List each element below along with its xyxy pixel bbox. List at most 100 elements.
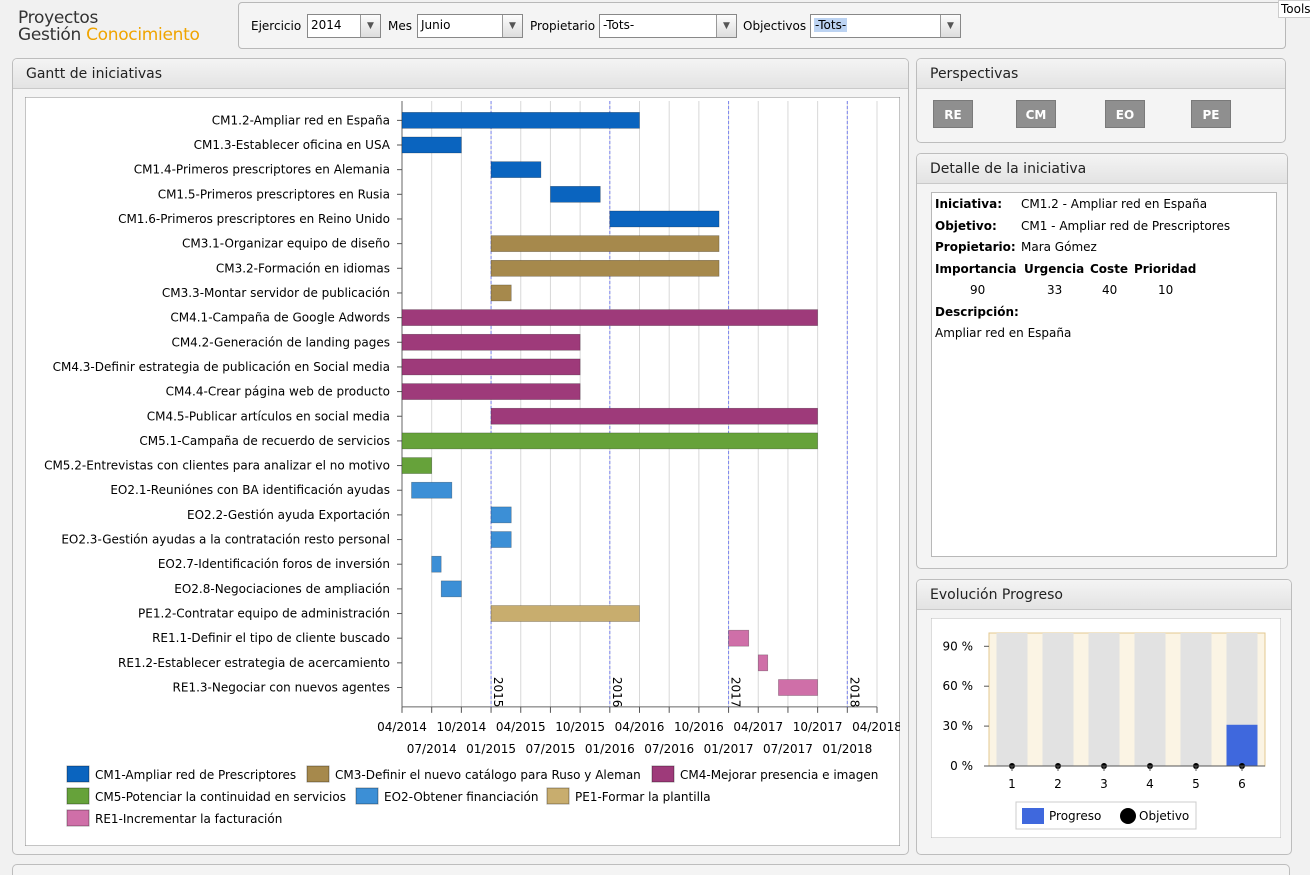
propietario-select[interactable]: -Tots- ▼ — [599, 14, 737, 38]
x-tick-label: 01/2017 — [704, 742, 754, 756]
legend-label: CM1-Ampliar red de Prescriptores — [95, 768, 296, 782]
legend-label: RE1-Incrementar la facturación — [95, 812, 282, 826]
task-label: CM5.1-Campaña de recuerdo de servicios — [139, 434, 390, 448]
perspective-button-re[interactable]: RE — [933, 100, 973, 128]
chevron-down-icon[interactable]: ▼ — [360, 15, 380, 37]
detalle-panel: Detalle de la iniciativa Iniciativa: CM1… — [916, 153, 1288, 569]
gantt-bar — [490, 605, 640, 622]
gantt-legend: CM1-Ampliar red de Prescriptores CM3-Defi… — [66, 765, 878, 827]
year-marker-label: 2018 — [847, 677, 861, 708]
legend-label: PE1-Formar la plantilla — [575, 790, 711, 804]
bar-background — [1134, 633, 1166, 766]
year-marker-label: 2015 — [491, 677, 505, 708]
perspective-button-cm[interactable]: CM — [1016, 100, 1056, 128]
gantt-bar — [757, 654, 769, 672]
gantt-panel-title: Gantt de iniciativas — [13, 59, 908, 89]
task-label: EO2.8-Negociaciones de ampliación — [174, 582, 390, 596]
prioridad-label: Prioridad — [1134, 262, 1197, 276]
task-label: CM4.4-Crear página web de producto — [166, 385, 390, 399]
progress-chart: 0 % 30 % 60 % 90 % 1 2 3 4 5 6 Progreso Objetivo — [931, 618, 1281, 838]
ejercicio-select[interactable]: 2014 ▼ — [307, 14, 381, 38]
legend-label: Progreso — [1049, 809, 1101, 823]
task-label: CM5.2-Entrevistas con clientes para anal… — [44, 459, 390, 473]
perspective-button-eo[interactable]: EO — [1105, 100, 1145, 128]
objetivo-value: CM1 - Ampliar red de Prescriptores — [1021, 219, 1231, 233]
task-label: EO2.3-Gestión ayudas a la contratación r… — [61, 533, 390, 547]
legend-swatch — [355, 787, 379, 805]
gantt-panel: Gantt de iniciativas 2015 2016 2017 2018 CM1… — [12, 58, 909, 855]
prioridad-value: 10 — [1158, 283, 1174, 297]
perspective-button-pe[interactable]: PE — [1191, 100, 1231, 128]
evolucion-panel: Evolución Progreso 0 % 30 % 60 % 90 % 1 2 3 4 5 6… — [916, 579, 1292, 855]
task-label: CM3.2-Formación en idiomas — [216, 261, 390, 275]
x-tick-label: 10/2015 — [555, 720, 605, 734]
mes-select[interactable]: Junio ▼ — [417, 14, 523, 38]
gantt-bar — [440, 580, 462, 598]
objetivo-label: Objetivo: — [935, 219, 997, 233]
plot-area — [988, 632, 1266, 767]
task-label: CM1.6-Primeros prescriptores en Reino Un… — [118, 212, 390, 226]
tools-menu[interactable]: Tools — [1278, 0, 1310, 18]
x-tick-label: 6 — [1238, 777, 1246, 791]
bottom-panel — [12, 864, 1290, 875]
x-tick-label: 04/2016 — [615, 720, 665, 734]
legend-swatch — [66, 787, 90, 805]
chevron-down-icon[interactable]: ▼ — [940, 15, 960, 37]
task-label: EO2.7-Identificación foros de inversión — [158, 557, 390, 571]
gantt-bar — [411, 481, 453, 499]
gantt-bar — [401, 358, 581, 376]
gantt-bar — [490, 506, 512, 524]
urgencia-value: 33 — [1047, 283, 1063, 297]
task-label: RE1.3-Negociar con nuevos agentes — [173, 681, 390, 695]
gantt-bar — [431, 555, 442, 573]
task-label: CM4.3-Definir estrategia de publicación … — [53, 360, 390, 374]
legend-label: Objetivo — [1139, 809, 1189, 823]
bar-background — [1042, 633, 1074, 766]
chevron-down-icon[interactable]: ▼ — [716, 15, 736, 37]
gantt-bar — [401, 457, 432, 474]
iniciativa-value: CM1.2 - Ampliar red en España — [1021, 197, 1208, 211]
gantt-bar — [401, 383, 581, 400]
descripcion-value: Ampliar red en España — [935, 326, 1072, 340]
x-tick-label: 04/2014 — [377, 720, 427, 734]
logo-line1: Proyectos — [18, 8, 99, 28]
logo-line2: Gestión Conocimiento — [18, 25, 200, 45]
x-tick-label: 01/2016 — [585, 742, 635, 756]
x-tick-label: 07/2015 — [526, 742, 576, 756]
iniciativa-label: Iniciativa: — [935, 197, 1003, 211]
legend-box — [1015, 801, 1197, 830]
x-tick-label: 07/2016 — [644, 742, 694, 756]
legend-label: CM5-Potenciar la continuidad en servicio… — [95, 790, 346, 804]
importancia-value: 90 — [970, 283, 986, 297]
coste-value: 40 — [1102, 283, 1118, 297]
task-label: CM1.4-Primeros prescriptores en Alemania — [134, 163, 390, 177]
gantt-bar — [728, 629, 750, 647]
legend-label: CM3-Definir el nuevo catálogo para Ruso … — [335, 768, 641, 782]
year-marker-label: 2016 — [610, 677, 624, 708]
task-label: RE1.1-Definir el tipo de cliente buscado — [152, 631, 390, 645]
bar-background — [1088, 633, 1120, 766]
progress-legend: Progreso Objetivo — [1015, 801, 1197, 830]
bar-background — [996, 633, 1028, 766]
objectivos-select[interactable]: -Tots- ▼ — [810, 14, 961, 38]
legend-label: CM4-Mejorar presencia e imagen — [680, 768, 878, 782]
legend-swatch — [66, 765, 90, 783]
propietario-label: Propietario: — [935, 240, 1016, 254]
task-label: RE1.2-Establecer estrategia de acercamie… — [118, 656, 390, 670]
descripcion-label: Descripción: — [935, 305, 1019, 319]
x-tick-label: 01/2018 — [822, 742, 872, 756]
gantt-chart: 2015 2016 2017 2018 CM1.2-Ampliar red en Esp… — [25, 97, 900, 846]
filter-bar: Ejercicio 2014 ▼ Mes Junio ▼ Propietario -… — [238, 2, 1286, 49]
legend-label: EO2-Obtener financiación — [384, 790, 539, 804]
gantt-bar — [609, 210, 720, 228]
x-tick-label: 10/2014 — [436, 720, 486, 734]
x-tick-label: 2 — [1054, 777, 1062, 791]
y-tick-label: 60 % — [943, 679, 974, 693]
task-label: EO2.1-Reuniónes con BA identificación ay… — [110, 483, 390, 497]
gantt-plot-bg — [25, 97, 900, 846]
gantt-bar — [490, 259, 720, 277]
chevron-down-icon[interactable]: ▼ — [502, 15, 522, 37]
y-tick-label: 90 % — [943, 639, 974, 653]
x-tick-label: 04/2015 — [496, 720, 546, 734]
legend-swatch — [546, 787, 570, 805]
